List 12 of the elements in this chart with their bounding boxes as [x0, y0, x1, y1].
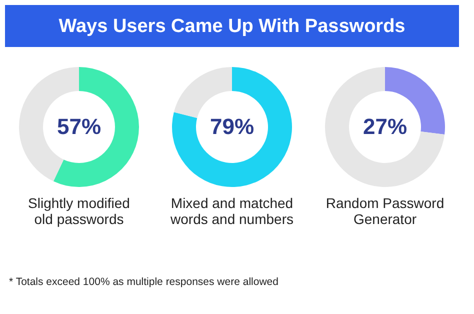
text: Slightly modified old passwords	[28, 195, 130, 227]
text: Mixed and matched words and numbers	[170, 195, 294, 227]
data-label: 27%	[362, 114, 408, 139]
donut-slice	[172, 67, 292, 187]
donut-slice	[174, 67, 232, 118]
text: * Totals exceed 100% as multiple responses were allowed	[9, 276, 279, 288]
data-label: 79%	[210, 114, 254, 139]
donut-slice	[53, 67, 139, 187]
donut-slice	[325, 67, 445, 187]
text: Random Password Generator	[326, 195, 444, 227]
data-label: 57%	[56, 114, 102, 139]
text: Ways Users Came Up With Passwords	[58, 16, 406, 37]
